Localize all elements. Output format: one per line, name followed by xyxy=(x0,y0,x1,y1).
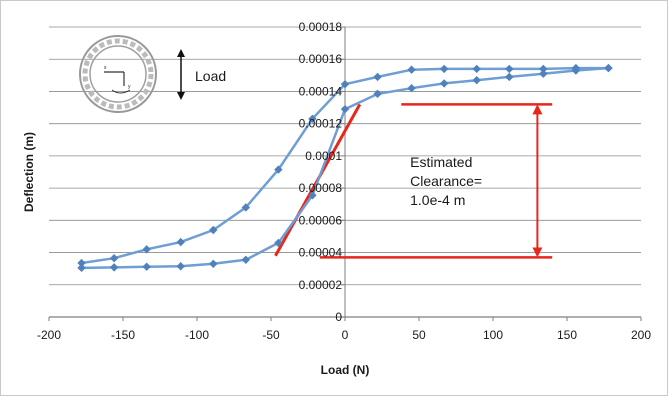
series-1-point xyxy=(472,64,481,74)
series-1-point xyxy=(439,64,449,74)
series-2-point xyxy=(176,262,185,271)
series-2-point xyxy=(439,79,449,88)
series-1-point xyxy=(176,237,185,247)
x-tick-label: 100 xyxy=(483,328,503,342)
series-2-point xyxy=(340,104,350,114)
y-tick-label: 0 xyxy=(335,310,342,324)
clearance-text-line: Estimated xyxy=(410,154,472,170)
series-2-point xyxy=(308,191,317,200)
y-tick-label: 0.00008 xyxy=(299,181,343,195)
x-tick-label: -200 xyxy=(37,328,61,342)
series-1-point xyxy=(241,203,251,212)
bearing-schematic-icon: x y xyxy=(79,35,157,113)
y-tick-label: 0.00014 xyxy=(299,84,343,98)
series-1-point xyxy=(340,79,350,89)
x-tick-label: 150 xyxy=(557,328,577,342)
y-tick-label: 0.00004 xyxy=(299,246,343,260)
y-tick-label: 0.00018 xyxy=(299,20,343,34)
series-1-point xyxy=(209,225,218,235)
x-tick-label: -50 xyxy=(262,328,280,342)
series-2-point xyxy=(274,238,283,248)
load-arrow-icon xyxy=(177,49,185,100)
y-axis-title: Deflection (m) xyxy=(22,132,36,212)
series-2-point xyxy=(505,72,514,82)
y-tick-label: 0.00006 xyxy=(299,213,343,227)
series-1-point xyxy=(142,245,151,254)
series-1-point xyxy=(77,258,86,268)
series-1-point xyxy=(373,72,382,82)
series-1-point xyxy=(407,65,416,74)
series-1-point xyxy=(109,253,119,263)
x-tick-label: -100 xyxy=(185,328,209,342)
y-tick-label: 0.00016 xyxy=(299,52,343,66)
x-tick-label: -150 xyxy=(111,328,135,342)
y-tick-label: 0.00002 xyxy=(299,278,343,292)
series-2-point xyxy=(77,263,86,273)
svg-text:x: x xyxy=(104,65,107,71)
series-1-point xyxy=(539,64,548,74)
series-2-point xyxy=(539,69,548,78)
series-1-point xyxy=(505,64,514,74)
x-tick-label: 50 xyxy=(412,328,426,342)
clearance-text-line: Clearance= xyxy=(410,173,482,189)
x-tick-label: 200 xyxy=(631,328,651,342)
inset-load-label: Load xyxy=(195,68,226,84)
svg-text:y: y xyxy=(128,84,131,90)
x-tick-label: 0 xyxy=(342,328,349,342)
series-2-point xyxy=(407,84,416,93)
x-axis-title: Load (N) xyxy=(321,363,370,377)
clearance-text-line: 1.0e-4 m xyxy=(410,192,465,208)
series-2-point xyxy=(142,262,151,271)
series-2-point xyxy=(472,75,481,85)
series-2-point xyxy=(571,66,581,75)
series-2-point xyxy=(209,259,218,269)
series-1-point xyxy=(308,114,317,124)
y-tick-label: 0.0001 xyxy=(305,149,342,163)
series-2-point xyxy=(373,89,382,99)
series-2-point xyxy=(241,255,251,265)
series-2-point xyxy=(604,63,613,73)
y-tick-label: 0.00012 xyxy=(299,117,343,131)
series-2-point xyxy=(109,263,119,272)
series-1-point xyxy=(274,165,283,174)
